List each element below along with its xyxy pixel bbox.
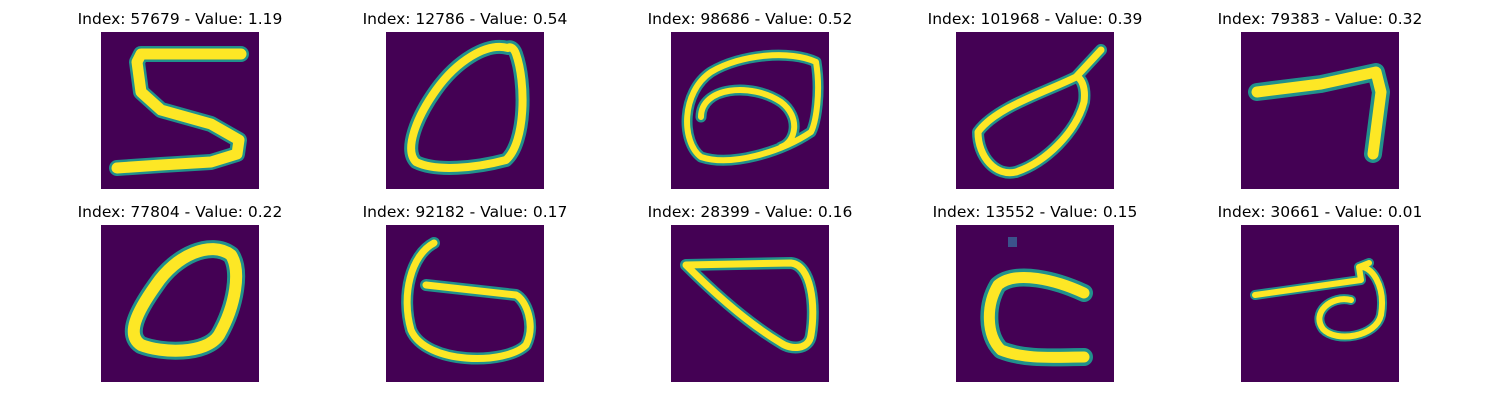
panel-5: Index: 79383 - Value: 0.32 xyxy=(1200,10,1440,195)
panel-title: Index: 92182 - Value: 0.17 xyxy=(362,203,568,221)
panel-title: Index: 57679 - Value: 1.19 xyxy=(77,10,283,28)
digit-image-five xyxy=(101,32,259,189)
digit-image-seven-loop xyxy=(1241,225,1399,382)
digit-image-triangle-loop xyxy=(671,225,829,382)
digit-image-loop-scribble xyxy=(671,32,829,189)
panel-4: Index: 101968 - Value: 0.39 xyxy=(915,10,1155,195)
digit-image-zero xyxy=(386,32,544,189)
panel-title: Index: 77804 - Value: 0.22 xyxy=(77,203,283,221)
panel-3: Index: 98686 - Value: 0.52 xyxy=(630,10,870,195)
digit-image-six xyxy=(386,225,544,382)
digit-image-seven xyxy=(1241,32,1399,189)
panel-1: Index: 57679 - Value: 1.19 xyxy=(60,10,300,195)
panel-title: Index: 30661 - Value: 0.01 xyxy=(1217,203,1423,221)
digit-image-c-shape xyxy=(956,225,1114,382)
panel-title: Index: 28399 - Value: 0.16 xyxy=(647,203,853,221)
panel-2: Index: 12786 - Value: 0.54 xyxy=(345,10,585,195)
digit-image-zero xyxy=(101,225,259,382)
panel-9: Index: 13552 - Value: 0.15 xyxy=(915,203,1155,388)
panel-7: Index: 92182 - Value: 0.17 xyxy=(345,203,585,388)
panel-title: Index: 98686 - Value: 0.52 xyxy=(647,10,853,28)
panel-title: Index: 13552 - Value: 0.15 xyxy=(932,203,1138,221)
panel-6: Index: 77804 - Value: 0.22 xyxy=(60,203,300,388)
panel-10: Index: 30661 - Value: 0.01 xyxy=(1200,203,1440,388)
panel-title: Index: 12786 - Value: 0.54 xyxy=(362,10,568,28)
digit-image-leaf-loop xyxy=(956,32,1114,189)
panel-title: Index: 101968 - Value: 0.39 xyxy=(927,10,1143,28)
panel-title: Index: 79383 - Value: 0.32 xyxy=(1217,10,1423,28)
panel-8: Index: 28399 - Value: 0.16 xyxy=(630,203,870,388)
